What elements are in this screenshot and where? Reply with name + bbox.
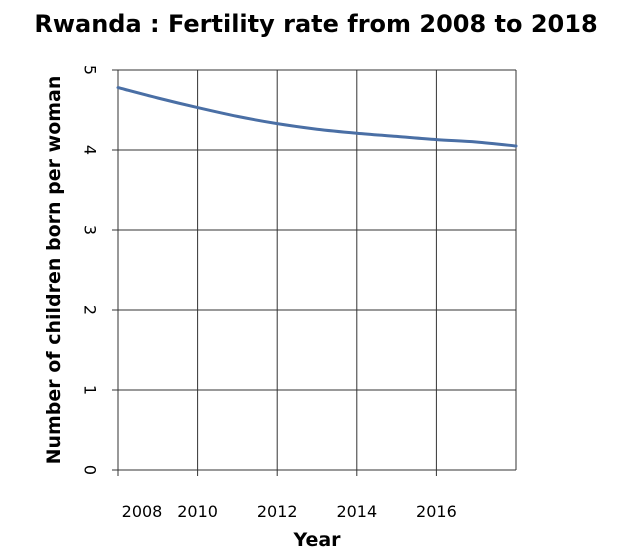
y-tick-label: 3 (81, 225, 100, 235)
series-line (116, 86, 518, 148)
y-tick-label: 2 (81, 305, 100, 315)
y-tick-label: 5 (81, 65, 100, 75)
grid (117, 69, 517, 471)
chart-title: Rwanda : Fertility rate from 2008 to 201… (34, 10, 597, 38)
y-tick-label: 4 (81, 145, 100, 155)
x-axis-label: Year (292, 529, 341, 551)
axis-ticks: 0 1 2 3 4 5 2008 2010 2012 2014 2016 (81, 65, 457, 521)
x-tick-label: 2010 (177, 502, 218, 521)
y-tick-label: 1 (81, 385, 100, 395)
y-axis-label: Number of children born per woman (43, 76, 65, 465)
x-tick-label: 2016 (416, 502, 457, 521)
y-tick-label: 0 (81, 465, 100, 475)
x-tick-label: 2012 (257, 502, 298, 521)
series-layer (116, 86, 518, 148)
x-tick-label: 2014 (336, 502, 377, 521)
x-tick-label: 2008 (122, 502, 163, 521)
